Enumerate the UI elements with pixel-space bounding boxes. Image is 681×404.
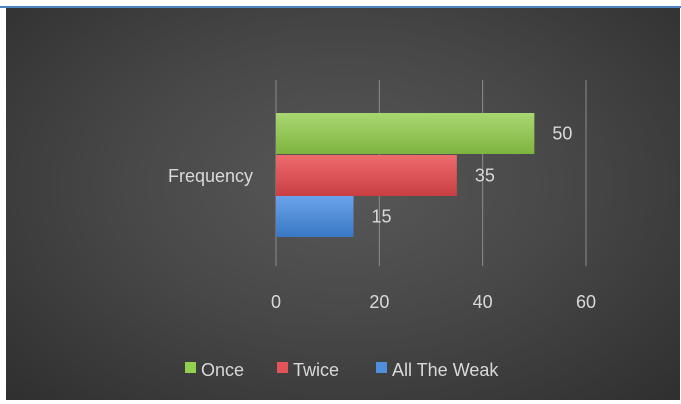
data-label: 35 xyxy=(475,166,495,186)
bars xyxy=(276,113,535,237)
top-border-line xyxy=(0,6,681,8)
legend-swatch xyxy=(277,362,288,373)
legend-label: All The Weak xyxy=(392,360,499,380)
bar-twice xyxy=(276,155,457,196)
x-tick-label: 60 xyxy=(576,292,596,312)
data-label: 50 xyxy=(552,124,572,144)
legend-label: Twice xyxy=(293,360,339,380)
category-label: Frequency xyxy=(168,166,253,186)
legend-label: Once xyxy=(201,360,244,380)
data-label: 15 xyxy=(372,207,392,227)
legend: Once Twice All The Weak xyxy=(185,360,499,380)
x-axis-tick-labels: 0 20 40 60 xyxy=(271,292,596,312)
x-tick-label: 0 xyxy=(271,292,281,312)
bar-all-the-weak xyxy=(276,196,354,237)
bar-once xyxy=(276,113,535,154)
x-tick-label: 20 xyxy=(369,292,389,312)
legend-swatch xyxy=(376,362,387,373)
x-tick-label: 40 xyxy=(473,292,493,312)
legend-swatch xyxy=(185,362,196,373)
y-axis-category-labels: Frequency xyxy=(168,166,253,186)
data-labels: 50 35 15 xyxy=(372,124,573,227)
